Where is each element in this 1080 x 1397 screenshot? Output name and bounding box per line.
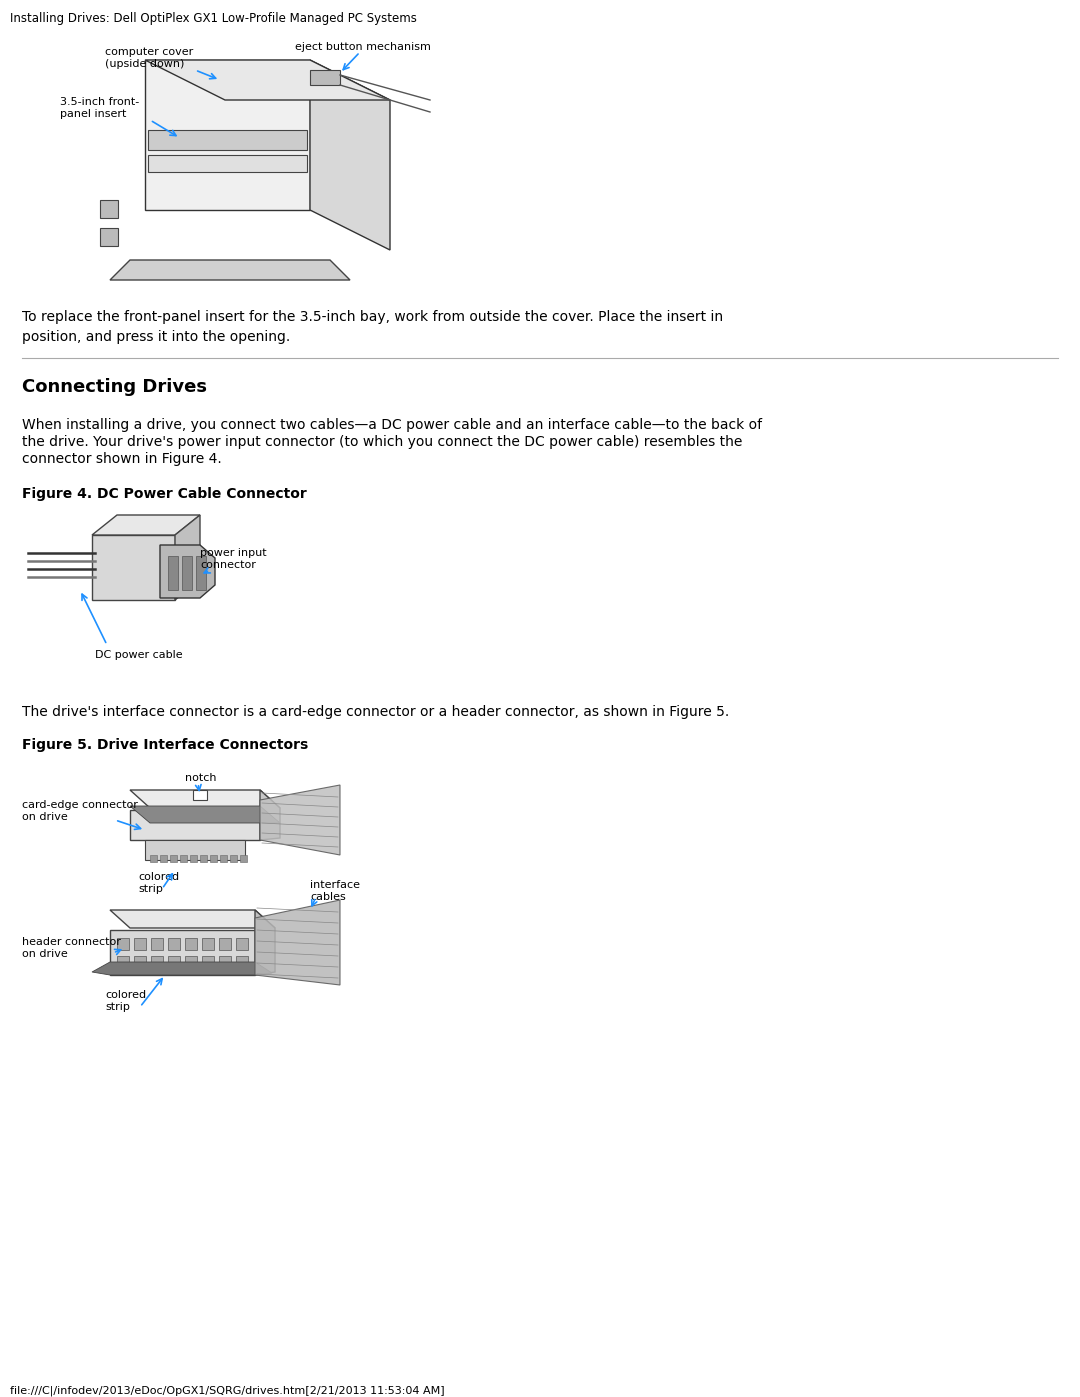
Polygon shape xyxy=(148,155,307,172)
Polygon shape xyxy=(145,840,245,861)
Polygon shape xyxy=(183,556,192,590)
Polygon shape xyxy=(310,60,390,250)
Polygon shape xyxy=(185,937,197,950)
Polygon shape xyxy=(200,855,207,862)
Polygon shape xyxy=(145,60,390,101)
Polygon shape xyxy=(168,556,178,590)
Text: Connecting Drives: Connecting Drives xyxy=(22,379,207,395)
Text: eject button mechanism: eject button mechanism xyxy=(295,42,431,52)
Polygon shape xyxy=(219,937,231,950)
Text: file:///C|/infodev/2013/eDoc/OpGX1/SQRG/drives.htm[2/21/2013 11:53:04 AM]: file:///C|/infodev/2013/eDoc/OpGX1/SQRG/… xyxy=(10,1384,445,1396)
Polygon shape xyxy=(168,956,180,968)
Text: on drive: on drive xyxy=(22,812,68,821)
Polygon shape xyxy=(92,515,200,535)
Polygon shape xyxy=(240,855,247,862)
Text: strip: strip xyxy=(138,884,163,894)
Polygon shape xyxy=(100,228,118,246)
Text: connector shown in Figure 4.: connector shown in Figure 4. xyxy=(22,453,221,467)
Text: connector: connector xyxy=(200,560,256,570)
Polygon shape xyxy=(175,515,200,599)
Polygon shape xyxy=(220,855,227,862)
Polygon shape xyxy=(151,937,163,950)
Text: on drive: on drive xyxy=(22,949,68,958)
Text: Installing Drives: Dell OptiPlex GX1 Low-Profile Managed PC Systems: Installing Drives: Dell OptiPlex GX1 Low… xyxy=(10,13,417,25)
Polygon shape xyxy=(160,855,167,862)
Polygon shape xyxy=(110,909,275,928)
Text: 3.5-inch front-: 3.5-inch front- xyxy=(60,96,139,108)
Polygon shape xyxy=(134,956,146,968)
Polygon shape xyxy=(92,963,272,975)
Polygon shape xyxy=(260,785,340,855)
Polygon shape xyxy=(130,789,280,807)
Text: colored: colored xyxy=(138,872,179,882)
Text: The drive's interface connector is a card-edge connector or a header connector, : The drive's interface connector is a car… xyxy=(22,705,729,719)
Polygon shape xyxy=(195,556,206,590)
Text: card-edge connector: card-edge connector xyxy=(22,800,138,810)
Polygon shape xyxy=(145,60,310,210)
Polygon shape xyxy=(168,937,180,950)
Polygon shape xyxy=(210,855,217,862)
Text: DC power cable: DC power cable xyxy=(95,650,183,659)
Polygon shape xyxy=(110,260,350,279)
Polygon shape xyxy=(310,70,340,85)
Polygon shape xyxy=(92,535,175,599)
Polygon shape xyxy=(170,855,177,862)
Polygon shape xyxy=(255,900,340,985)
Polygon shape xyxy=(100,200,118,218)
Polygon shape xyxy=(260,789,280,840)
Text: Figure 5. Drive Interface Connectors: Figure 5. Drive Interface Connectors xyxy=(22,738,308,752)
Text: header connector: header connector xyxy=(22,937,121,947)
Polygon shape xyxy=(219,956,231,968)
Polygon shape xyxy=(255,909,275,975)
Polygon shape xyxy=(185,956,197,968)
Text: computer cover: computer cover xyxy=(105,47,193,57)
Text: When installing a drive, you connect two cables—a DC power cable and an interfac: When installing a drive, you connect two… xyxy=(22,418,762,432)
Polygon shape xyxy=(193,789,207,800)
Polygon shape xyxy=(202,937,214,950)
Text: position, and press it into the opening.: position, and press it into the opening. xyxy=(22,330,291,344)
Text: strip: strip xyxy=(105,1002,130,1011)
Polygon shape xyxy=(117,956,129,968)
Text: panel insert: panel insert xyxy=(60,109,126,119)
Polygon shape xyxy=(150,855,157,862)
Text: notch: notch xyxy=(185,773,216,782)
Text: To replace the front-panel insert for the 3.5-inch bay, work from outside the co: To replace the front-panel insert for th… xyxy=(22,310,724,324)
Text: interface: interface xyxy=(310,880,360,890)
Polygon shape xyxy=(237,956,248,968)
Polygon shape xyxy=(130,806,280,823)
Polygon shape xyxy=(130,810,260,840)
Text: Figure 4. DC Power Cable Connector: Figure 4. DC Power Cable Connector xyxy=(22,488,307,502)
Polygon shape xyxy=(202,956,214,968)
Polygon shape xyxy=(134,937,146,950)
Polygon shape xyxy=(117,937,129,950)
Text: (upside down): (upside down) xyxy=(105,59,185,68)
Polygon shape xyxy=(160,545,215,598)
Polygon shape xyxy=(190,855,197,862)
Text: the drive. Your drive's power input connector (to which you connect the DC power: the drive. Your drive's power input conn… xyxy=(22,434,742,448)
Polygon shape xyxy=(151,956,163,968)
Polygon shape xyxy=(237,937,248,950)
Polygon shape xyxy=(110,930,255,975)
Polygon shape xyxy=(180,855,187,862)
Text: colored: colored xyxy=(105,990,146,1000)
Text: power input: power input xyxy=(200,548,267,557)
Polygon shape xyxy=(230,855,237,862)
Polygon shape xyxy=(148,130,307,149)
Text: cables: cables xyxy=(310,893,346,902)
